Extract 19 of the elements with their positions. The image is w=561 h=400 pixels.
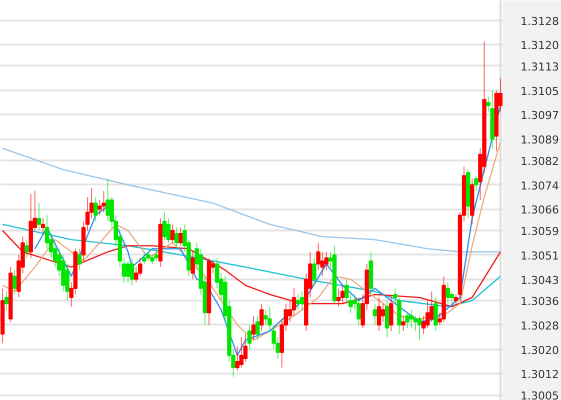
- y-tick-label: 1.3120: [520, 39, 559, 52]
- y-tick-label: 1.3059: [520, 225, 559, 238]
- y-tick-label: 1.3020: [520, 344, 559, 357]
- y-tick-label: 1.3082: [520, 154, 559, 168]
- y-tick-label: 1.3089: [520, 134, 559, 147]
- y-tick-label: 1.3105: [520, 84, 559, 98]
- y-tick-label: 1.3012: [520, 368, 559, 382]
- y-tick-label: 1.3043: [520, 274, 559, 287]
- y-tick-label: 1.3005: [520, 390, 559, 400]
- y-tick-label: 1.3097: [520, 109, 559, 122]
- y-tick-label: 1.3074: [520, 179, 559, 192]
- y-tick-label: 1.3066: [520, 204, 559, 217]
- y-tick-label: 1.3028: [520, 319, 559, 332]
- line-series: [2, 142, 502, 341]
- y-tick-label: 1.3036: [520, 295, 559, 308]
- y-tick-label: 1.3128: [520, 14, 559, 28]
- line-series: [2, 148, 502, 252]
- y-tick-label: 1.3051: [520, 249, 559, 262]
- y-tick-label: 1.3113: [520, 60, 559, 74]
